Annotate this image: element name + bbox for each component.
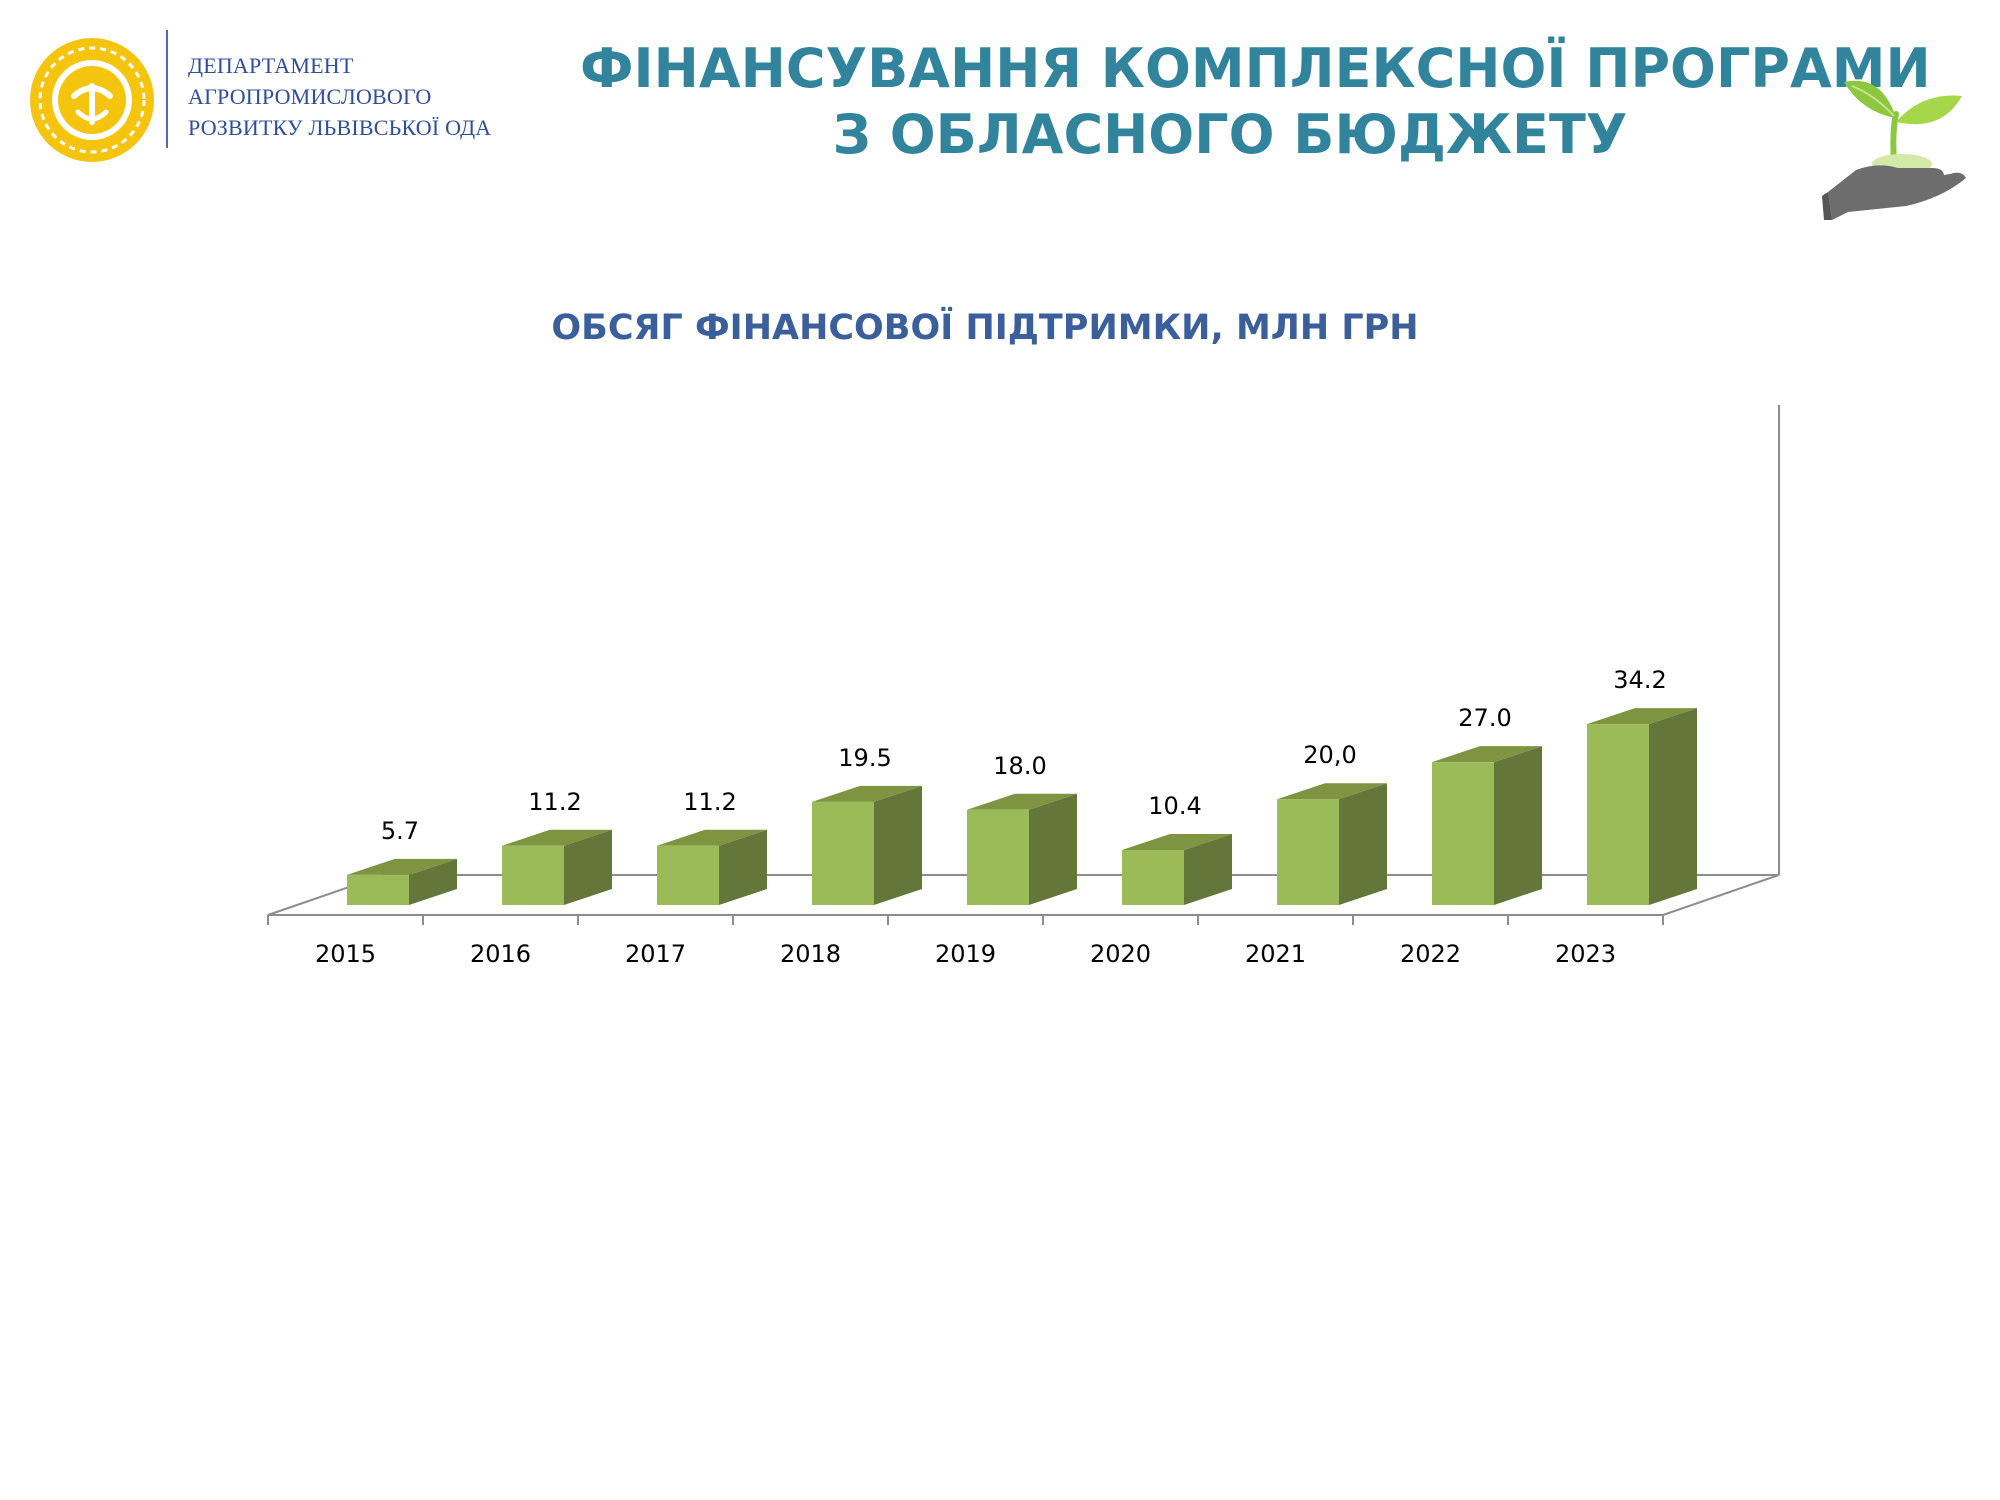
page-title-line-1: ФІНАНСУВАННЯ КОМПЛЕКСНОЇ ПРОГРАМИ bbox=[580, 37, 1931, 100]
x-tick-label: 2022 bbox=[1400, 940, 1461, 968]
bar bbox=[1122, 849, 1184, 905]
department-name-line-1: ДЕПАРТАМЕНТ bbox=[188, 53, 354, 78]
data-label: 34.2 bbox=[1613, 666, 1666, 694]
data-label: 19.5 bbox=[838, 744, 891, 772]
bar bbox=[967, 809, 1029, 905]
chart-title: ОБСЯГ ФІНАНСОВОЇ ПІДТРИМКИ, МЛН ГРН bbox=[551, 308, 1419, 348]
bar-top bbox=[347, 858, 457, 875]
x-tick-label: 2018 bbox=[780, 940, 841, 968]
bar-top bbox=[1122, 833, 1232, 850]
x-tick-label: 2019 bbox=[935, 940, 996, 968]
bar-top bbox=[812, 785, 922, 802]
data-label: 10.4 bbox=[1148, 792, 1201, 820]
header-divider bbox=[166, 30, 168, 148]
bar-top bbox=[1432, 746, 1542, 763]
bar-side bbox=[1029, 793, 1077, 905]
data-label: 20,0 bbox=[1303, 741, 1356, 769]
bar-top bbox=[502, 829, 612, 846]
bar-top bbox=[657, 829, 767, 846]
bar-side bbox=[1184, 833, 1232, 905]
data-label: 11.2 bbox=[528, 788, 581, 816]
bar-side bbox=[719, 829, 767, 905]
x-tick-label: 2020 bbox=[1090, 940, 1151, 968]
data-label: 18.0 bbox=[993, 752, 1046, 780]
bar-top bbox=[967, 793, 1077, 810]
bar-side bbox=[1494, 746, 1542, 905]
bar-side bbox=[409, 858, 457, 905]
department-name-line-2: АГРОПРОМИСЛОВОГО bbox=[188, 84, 432, 109]
bar bbox=[1277, 799, 1339, 905]
bar-side bbox=[1339, 783, 1387, 905]
bar bbox=[502, 845, 564, 905]
page-title-line-2: З ОБЛАСНОГО БЮДЖЕТУ bbox=[832, 103, 1628, 166]
bar-top bbox=[1587, 708, 1697, 725]
data-label: 5.7 bbox=[381, 817, 419, 845]
bar bbox=[347, 874, 409, 905]
x-tick-label: 2023 bbox=[1555, 940, 1616, 968]
bar bbox=[657, 845, 719, 905]
x-tick-label: 2016 bbox=[470, 940, 531, 968]
x-tick-label: 2021 bbox=[1245, 940, 1306, 968]
data-label: 27.0 bbox=[1458, 704, 1511, 732]
bar-side bbox=[874, 785, 922, 905]
department-name-line-3: РОЗВИТКУ ЛЬВІВСЬКОЇ ОДА bbox=[188, 115, 492, 140]
bar-top bbox=[1277, 783, 1387, 800]
plant-in-hand-icon bbox=[1822, 80, 1966, 220]
bar bbox=[1432, 762, 1494, 905]
department-emblem-icon bbox=[30, 38, 154, 162]
department-name: ДЕПАРТАМЕНТ АГРОПРОМИСЛОВОГО РОЗВИТКУ ЛЬ… bbox=[188, 50, 491, 143]
data-label: 11.2 bbox=[683, 788, 736, 816]
bar bbox=[1587, 724, 1649, 905]
x-tick-label: 2017 bbox=[625, 940, 686, 968]
bar-side bbox=[1649, 708, 1697, 905]
x-tick-label: 2015 bbox=[315, 940, 376, 968]
page-title: ФІНАНСУВАННЯ КОМПЛЕКСНОЇ ПРОГРАМИ З ОБЛА… bbox=[580, 36, 1931, 168]
bar bbox=[812, 801, 874, 905]
bar-side bbox=[564, 829, 612, 905]
